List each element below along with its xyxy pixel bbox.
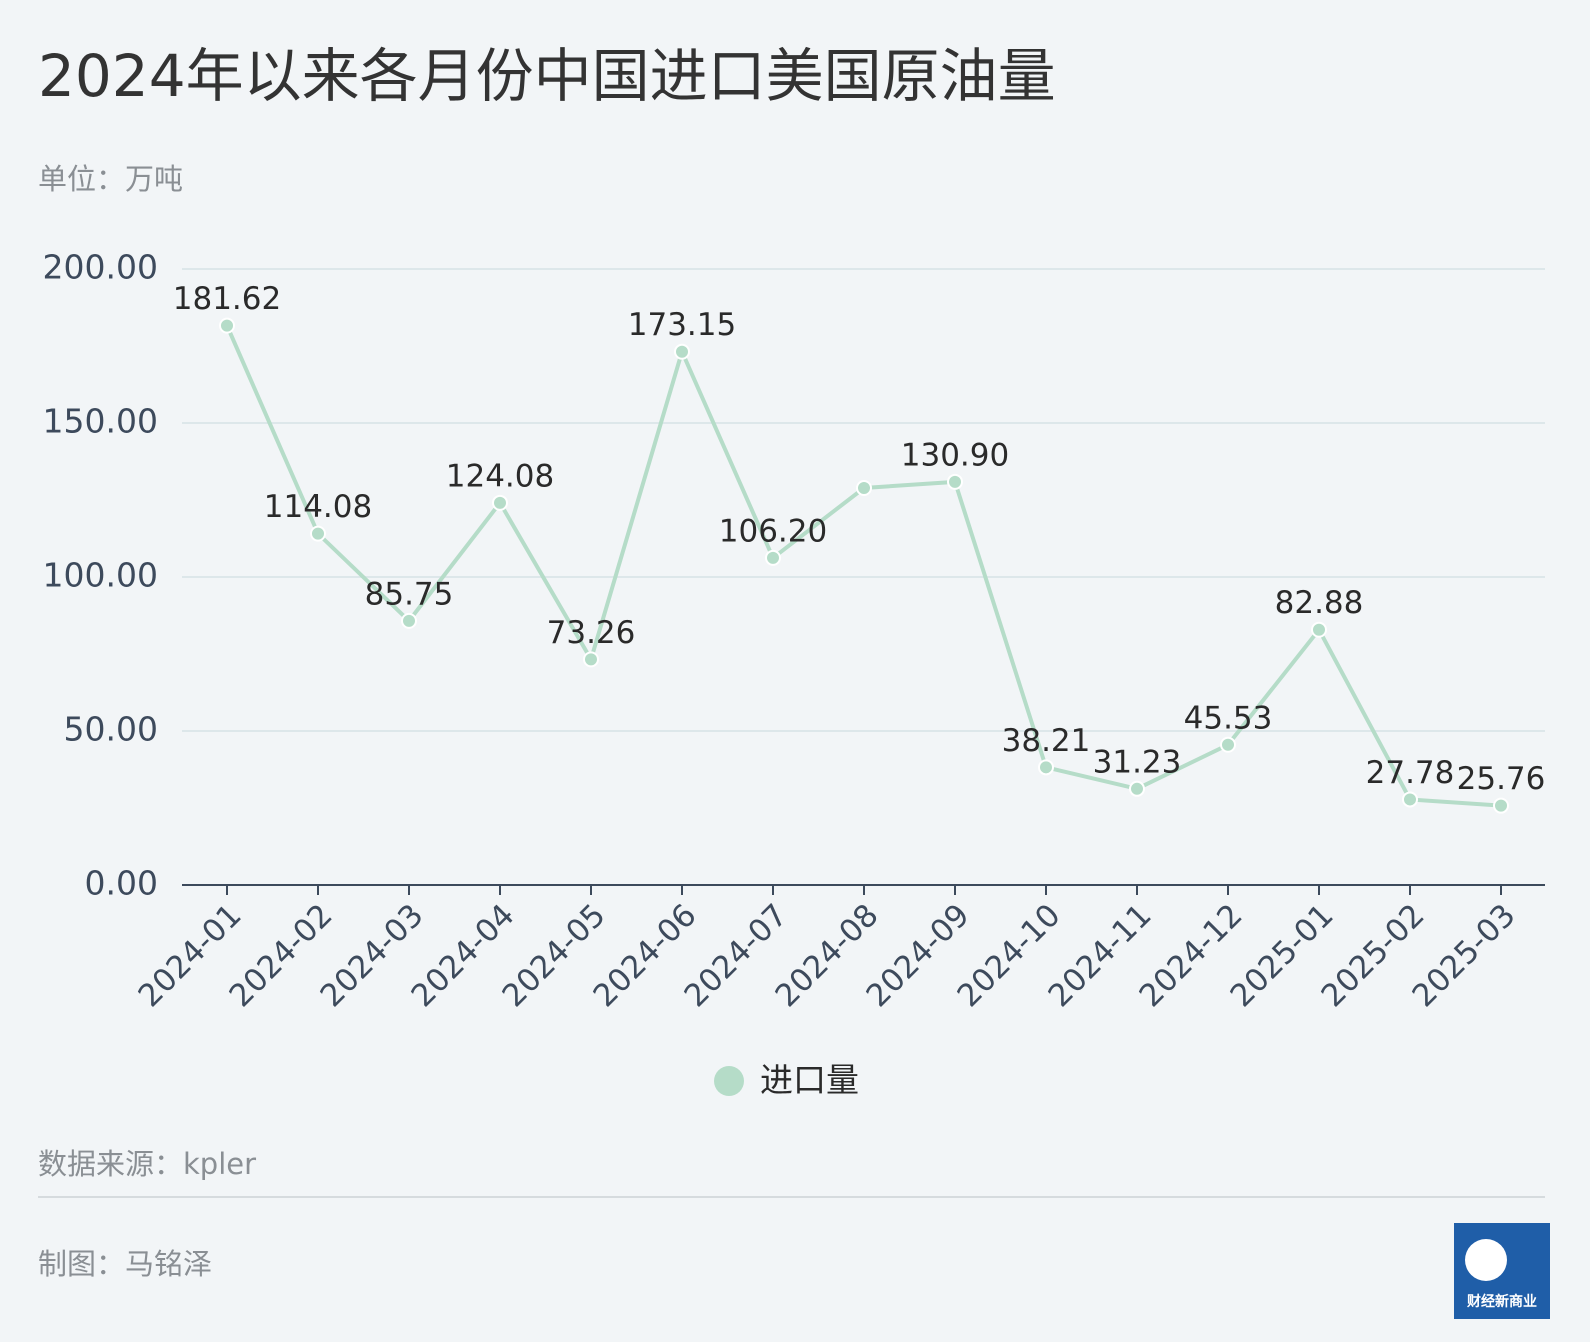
point — [1311, 621, 1327, 638]
point — [1038, 759, 1054, 776]
point — [1493, 797, 1509, 814]
chart-title: 2024年以来各月份中国进口美国原油量 — [38, 42, 1056, 110]
data-label: 45.53 — [1184, 700, 1273, 736]
point — [401, 612, 417, 629]
data-label: 173.15 — [628, 307, 736, 343]
data-label: 85.75 — [365, 576, 454, 612]
y-tick-label: 0.00 — [85, 864, 158, 903]
logo-text: 财经新商业 — [1466, 1293, 1537, 1310]
y-tick-label: 150.00 — [43, 402, 158, 441]
data-label: 73.26 — [547, 615, 636, 651]
data-label: 82.88 — [1275, 585, 1364, 621]
data-label: 31.23 — [1093, 744, 1182, 780]
point — [219, 317, 235, 334]
data-label: 114.08 — [264, 489, 372, 525]
point — [492, 494, 508, 511]
legend-label: 进口量 — [760, 1061, 859, 1100]
y-tick-label: 50.00 — [64, 710, 158, 749]
point — [1402, 791, 1418, 808]
point — [583, 651, 599, 668]
data-label: 124.08 — [446, 458, 554, 494]
point — [310, 525, 326, 542]
y-tick-label: 100.00 — [43, 556, 158, 595]
point — [856, 479, 872, 496]
data-label: 130.90 — [901, 437, 1009, 473]
y-tick-label: 200.00 — [43, 248, 158, 287]
point — [765, 549, 781, 566]
chart-subtitle: 单位：万吨 — [38, 162, 183, 196]
point — [1129, 780, 1145, 797]
data-label: 106.20 — [719, 513, 827, 549]
data-label: 38.21 — [1002, 723, 1091, 759]
data-label: 25.76 — [1457, 761, 1546, 797]
data-label: 27.78 — [1366, 755, 1455, 791]
credit: 制图：马铭泽 — [38, 1247, 212, 1281]
point — [947, 473, 963, 490]
source: 数据来源：kpler — [38, 1147, 256, 1181]
point — [1220, 736, 1236, 753]
point — [674, 343, 690, 360]
logo-globe — [1465, 1239, 1507, 1281]
legend-marker — [714, 1066, 744, 1096]
data-label: 181.62 — [173, 281, 281, 317]
